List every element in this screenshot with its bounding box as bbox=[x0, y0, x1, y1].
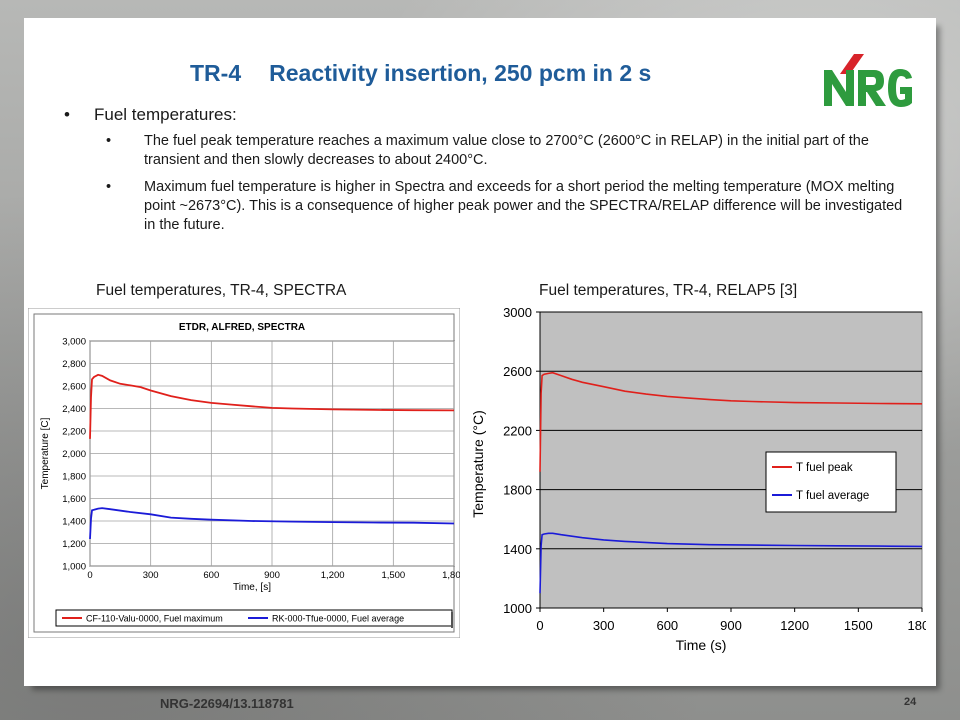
x-axis-label: Time, [s] bbox=[233, 582, 271, 593]
sub-bullet-melting: Maximum fuel temperature is higher in Sp… bbox=[64, 178, 904, 235]
x-tick-label: 1,800 bbox=[442, 570, 460, 581]
y-tick-label: 2,400 bbox=[62, 404, 86, 415]
x-tick-label: 600 bbox=[203, 570, 219, 581]
x-tick-label: 900 bbox=[264, 570, 280, 581]
x-tick-label: 0 bbox=[536, 618, 543, 633]
x-axis-label: Time (s) bbox=[676, 637, 727, 653]
bullet-heading: Fuel temperatures: bbox=[64, 104, 904, 126]
series-line bbox=[89, 507, 455, 540]
series-line bbox=[539, 371, 923, 472]
y-tick-label: 1400 bbox=[503, 542, 532, 557]
legend-entry: RK-000-Tfue-0000, Fuel average bbox=[272, 614, 404, 624]
slide-title: TR-4 Reactivity insertion, 250 pcm in 2 s bbox=[190, 60, 651, 87]
x-tick-label: 600 bbox=[656, 618, 678, 633]
y-tick-label: 1,400 bbox=[62, 517, 86, 528]
legend-entry: T fuel peak bbox=[796, 462, 853, 474]
spectra-chart: 1,000 1,200 1,400 1,600 1,800 2,000 2,200 2,400… bbox=[28, 308, 460, 638]
nrg-logo bbox=[824, 54, 912, 107]
x-tick-label: 1800 bbox=[908, 618, 926, 633]
y-tick-label: 2,000 bbox=[62, 449, 86, 460]
x-tick-label: 1,500 bbox=[381, 570, 405, 581]
y-tick-label: 1800 bbox=[503, 483, 532, 498]
y-tick-label: 3000 bbox=[503, 305, 532, 320]
y-tick-label: 1,600 bbox=[62, 494, 86, 505]
title-prefix: TR-4 bbox=[190, 60, 242, 86]
footer-document-id: NRG-22694/13.118781 bbox=[160, 696, 294, 711]
y-tick-label: 1000 bbox=[503, 601, 532, 616]
legend-entry: CF-110-Valu-0000, Fuel maximum bbox=[86, 614, 223, 624]
page-number: 24 bbox=[904, 696, 917, 708]
bullet-list: Fuel temperatures: The fuel peak tempera… bbox=[64, 104, 904, 243]
x-tick-label: 1200 bbox=[780, 618, 809, 633]
x-tick-label: 0 bbox=[87, 570, 92, 581]
x-tick-label: 1,200 bbox=[321, 570, 345, 581]
y-tick-label: 2,200 bbox=[62, 427, 86, 438]
y-tick-label: 2,600 bbox=[62, 382, 86, 393]
x-tick-label: 1500 bbox=[844, 618, 873, 633]
series-line bbox=[539, 532, 923, 594]
y-axis-label: Temperature (°C) bbox=[470, 410, 486, 518]
y-tick-label: 1,800 bbox=[62, 472, 86, 483]
title-main: Reactivity insertion, 250 pcm in 2 s bbox=[269, 60, 652, 86]
x-tick-label: 300 bbox=[143, 570, 159, 581]
chart-title: ETDR, ALFRED, SPECTRA bbox=[179, 322, 305, 333]
legend-entry: T fuel average bbox=[796, 490, 869, 502]
y-tick-label: 1,200 bbox=[62, 539, 86, 550]
y-tick-label: 1,000 bbox=[62, 562, 86, 573]
y-tick-label: 2200 bbox=[503, 423, 532, 438]
legend-box bbox=[765, 451, 897, 513]
x-tick-label: 300 bbox=[593, 618, 615, 633]
relap-chart: 1000 1400 1800 2200 2600 3000 0 300 600 900 1200 15… bbox=[466, 298, 926, 660]
y-axis-label: Temperature [C] bbox=[40, 417, 51, 489]
y-tick-label: 3,000 bbox=[62, 337, 86, 348]
x-tick-label: 900 bbox=[720, 618, 742, 633]
sub-bullet-peak: The fuel peak temperature reaches a maxi… bbox=[64, 132, 904, 170]
caption-spectra: Fuel temperatures, TR-4, SPECTRA bbox=[96, 282, 347, 299]
y-tick-label: 2,800 bbox=[62, 359, 86, 370]
series-line bbox=[89, 373, 455, 439]
caption-relap: Fuel temperatures, TR-4, RELAP5 [3] bbox=[539, 282, 798, 299]
y-tick-label: 2600 bbox=[503, 364, 532, 379]
